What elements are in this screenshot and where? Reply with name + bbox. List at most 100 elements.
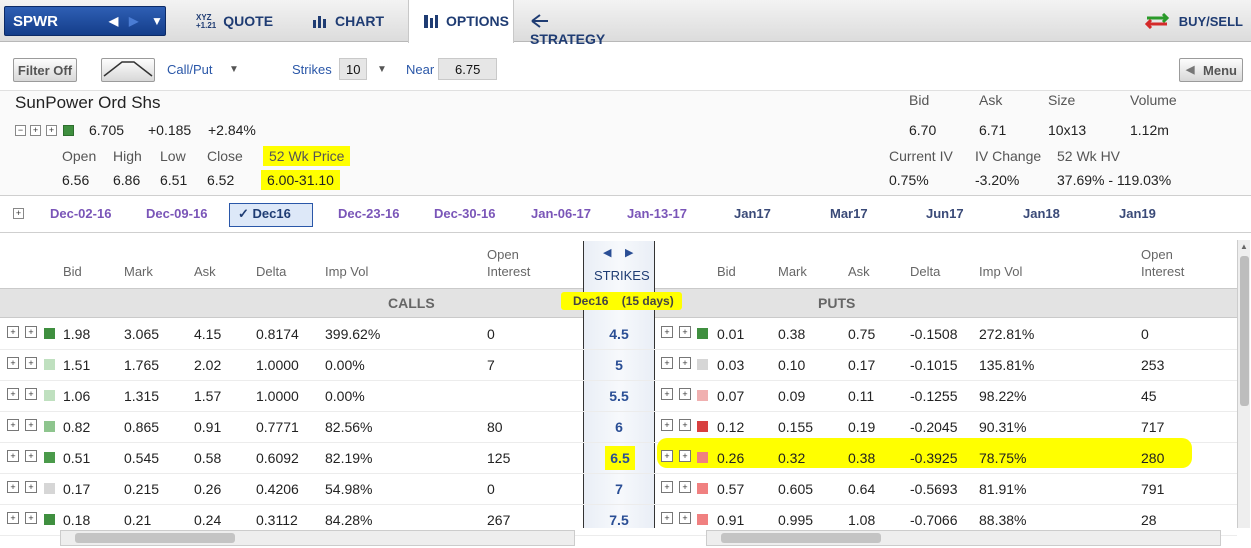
puts-scroll-thumb[interactable]: [721, 533, 881, 543]
strikes-select[interactable]: 10: [339, 58, 367, 80]
call-open-interest[interactable]: 7: [487, 357, 495, 373]
table-row[interactable]: + + + +0.51 0.545 0.58 0.6092 82.19% 125 0.26 0.32…: [0, 438, 1237, 474]
put-bid[interactable]: 0.57: [717, 481, 745, 497]
tab-strategy[interactable]: STRATEGY: [530, 0, 630, 47]
call-open-interest[interactable]: 267: [487, 512, 511, 528]
call-bid[interactable]: 1.51: [63, 357, 91, 373]
call-mark[interactable]: 1.765: [124, 357, 160, 373]
tab-chart[interactable]: CHART: [312, 0, 392, 42]
exp-jan18[interactable]: Jan18: [1023, 206, 1060, 221]
call-mark[interactable]: 0.21: [124, 512, 152, 528]
call-open-interest[interactable]: 80: [487, 419, 503, 435]
put-delta[interactable]: -0.1015: [910, 357, 958, 373]
put-open-interest[interactable]: 45: [1141, 388, 1157, 404]
call-delta[interactable]: 0.8174: [256, 326, 299, 342]
put-chart-icon[interactable]: +: [661, 481, 673, 493]
put-open-interest[interactable]: 0: [1141, 326, 1149, 342]
put-delta[interactable]: -0.5693: [910, 481, 958, 497]
put-bid[interactable]: 0.07: [717, 388, 745, 404]
callput-dropdown-icon[interactable]: ▼: [229, 64, 239, 75]
call-delta[interactable]: 0.3112: [256, 512, 298, 528]
exp-jun17[interactable]: Jun17: [926, 206, 964, 221]
put-delta[interactable]: -0.1508: [910, 326, 958, 342]
put-impvol[interactable]: 81.91%: [979, 481, 1027, 497]
put-impvol[interactable]: 78.75%: [979, 450, 1027, 466]
tab-options[interactable]: OPTIONS: [408, 0, 514, 43]
call-ask[interactable]: 4.15: [194, 326, 222, 342]
collapse-icon[interactable]: −: [15, 125, 26, 136]
call-ask[interactable]: 1.57: [194, 388, 222, 404]
call-impvol[interactable]: 54.98%: [325, 481, 373, 497]
put-ask[interactable]: 0.75: [848, 326, 876, 342]
tab-quote[interactable]: XYZ +1.21 QUOTE: [196, 0, 276, 42]
expand-all-icon[interactable]: +: [13, 208, 24, 219]
exp-jan-13-17[interactable]: Jan-13-17: [627, 206, 687, 221]
call-ask[interactable]: 0.26: [194, 481, 222, 497]
call-ask[interactable]: 0.91: [194, 419, 222, 435]
put-mark[interactable]: 0.155: [778, 419, 814, 435]
call-bid[interactable]: 1.98: [63, 326, 91, 342]
call-chart-icon[interactable]: +: [7, 388, 19, 400]
calls-scroll-thumb[interactable]: [75, 533, 235, 543]
put-ask[interactable]: 0.64: [848, 481, 876, 497]
put-delta[interactable]: -0.1255: [910, 388, 958, 404]
call-bid[interactable]: 1.06: [63, 388, 91, 404]
put-delta[interactable]: -0.2045: [910, 419, 958, 435]
call-trade-icon[interactable]: +: [25, 326, 37, 338]
scroll-up-icon[interactable]: ▲: [1240, 242, 1248, 251]
put-delta[interactable]: -0.3925: [910, 450, 958, 466]
exp-jan-06-17[interactable]: Jan-06-17: [531, 206, 591, 221]
put-impvol[interactable]: 88.38%: [979, 512, 1027, 528]
call-delta[interactable]: 0.6092: [256, 450, 299, 466]
call-ask[interactable]: 0.24: [194, 512, 222, 528]
call-trade-icon[interactable]: +: [25, 512, 37, 524]
call-delta[interactable]: 1.0000: [256, 357, 299, 373]
put-open-interest[interactable]: 717: [1141, 419, 1165, 435]
call-chart-icon[interactable]: +: [7, 512, 19, 524]
put-open-interest[interactable]: 280: [1141, 450, 1165, 466]
call-chart-icon[interactable]: +: [7, 450, 19, 462]
put-trade-icon[interactable]: +: [679, 512, 691, 524]
call-bid[interactable]: 0.18: [63, 512, 91, 528]
put-trade-icon[interactable]: +: [679, 450, 691, 462]
menu-button[interactable]: ◀ Menu: [1179, 58, 1243, 82]
trade-mini-icon[interactable]: +: [46, 125, 57, 136]
put-impvol[interactable]: 90.31%: [979, 419, 1027, 435]
put-ask[interactable]: 0.17: [848, 357, 876, 373]
symbol-selector[interactable]: SPWR ◀ ▶ ▼: [4, 6, 166, 36]
callput-selector[interactable]: Call/Put: [167, 62, 213, 77]
table-row[interactable]: + + + +0.82 0.865 0.91 0.7771 82.56% 80 0.12 0.155…: [0, 412, 1237, 443]
call-ask[interactable]: 2.02: [194, 357, 222, 373]
call-mark[interactable]: 0.545: [124, 450, 160, 466]
put-ask[interactable]: 0.38: [848, 450, 876, 466]
chart-mini-icon[interactable]: +: [30, 125, 41, 136]
put-bid[interactable]: 0.01: [717, 326, 745, 342]
table-row[interactable]: + + + +1.51 1.765 2.02 1.0000 0.00% 7 0.03 0.10 0.1…: [0, 350, 1237, 381]
call-chart-icon[interactable]: +: [7, 419, 19, 431]
call-trade-icon[interactable]: +: [25, 388, 37, 400]
call-bid[interactable]: 0.51: [63, 450, 91, 466]
call-bid[interactable]: 0.82: [63, 419, 91, 435]
call-chart-icon[interactable]: +: [7, 326, 19, 338]
call-trade-icon[interactable]: +: [25, 357, 37, 369]
put-bid[interactable]: 0.12: [717, 419, 745, 435]
exp-jan17[interactable]: Jan17: [734, 206, 771, 221]
put-bid[interactable]: 0.03: [717, 357, 745, 373]
put-delta[interactable]: -0.7066: [910, 512, 958, 528]
call-impvol[interactable]: 82.56%: [325, 419, 373, 435]
table-row[interactable]: + + + +1.06 1.315 1.57 1.0000 0.00% 0.07 0.09 0.11…: [0, 381, 1237, 412]
exp-dec16-selected[interactable]: ✓ Dec16: [229, 203, 313, 227]
call-open-interest[interactable]: 125: [487, 450, 511, 466]
table-row[interactable]: + + + +0.18 0.21 0.24 0.3112 84.28% 267 0.91 0.995…: [0, 505, 1237, 536]
call-impvol[interactable]: 84.28%: [325, 512, 373, 528]
put-impvol[interactable]: 135.81%: [979, 357, 1035, 373]
strikes-dropdown-icon[interactable]: ▼: [377, 64, 387, 75]
table-row[interactable]: + + + +1.98 3.065 4.15 0.8174 399.62% 0 0.01 0.38 0…: [0, 319, 1237, 350]
put-impvol[interactable]: 272.81%: [979, 326, 1035, 342]
put-chart-icon[interactable]: +: [661, 388, 673, 400]
exp-dec-09-16[interactable]: Dec-09-16: [146, 206, 208, 221]
put-trade-icon[interactable]: +: [679, 481, 691, 493]
put-chart-icon[interactable]: +: [661, 419, 673, 431]
call-open-interest[interactable]: 0: [487, 326, 495, 342]
next-symbol-icon[interactable]: ▶: [129, 14, 139, 28]
